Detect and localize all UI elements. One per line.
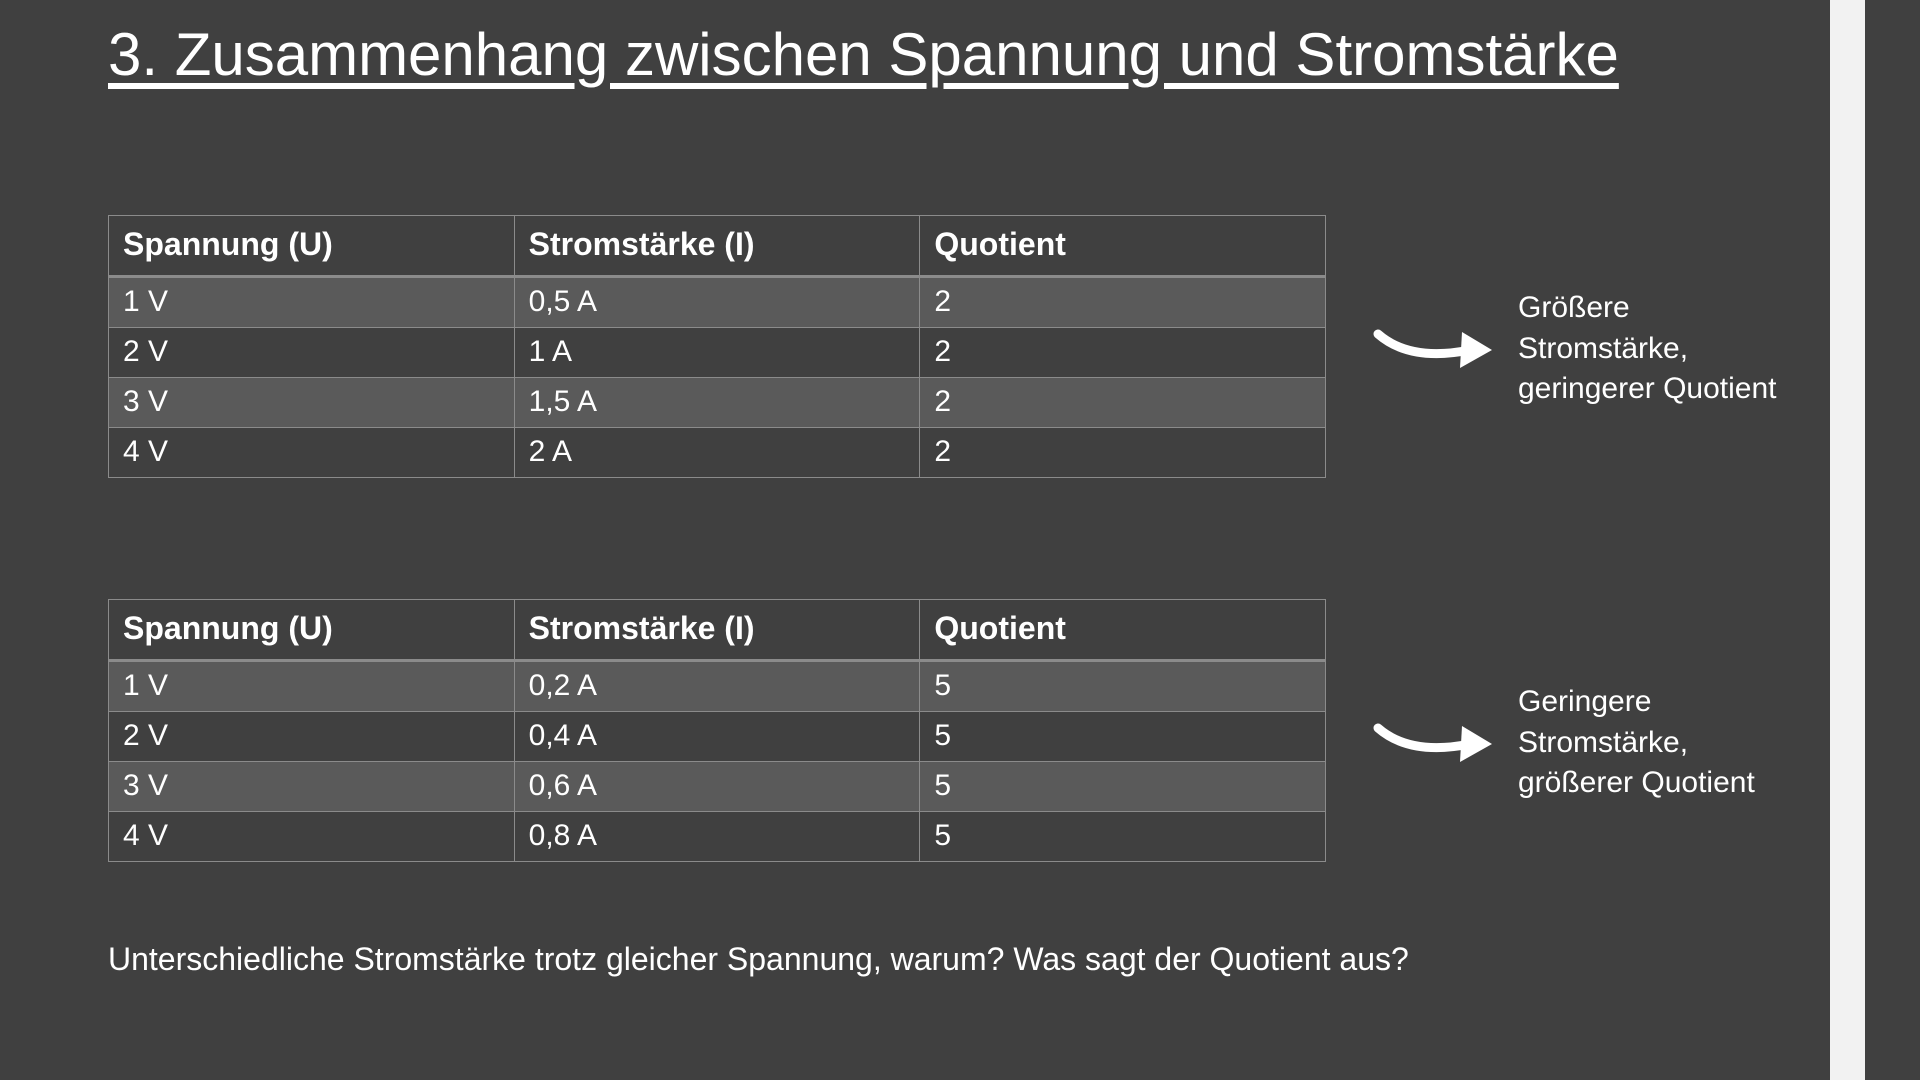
table-cell: 3 V bbox=[109, 762, 515, 812]
table-row: 4 V 2 A 2 bbox=[109, 428, 1326, 478]
table-cell: 4 V bbox=[109, 812, 515, 862]
sidebar-light bbox=[1830, 0, 1865, 1080]
table-cell: 1 V bbox=[109, 661, 515, 712]
table-cell: 2 bbox=[920, 378, 1326, 428]
table-2: Spannung (U) Stromstärke (I) Quotient 1 … bbox=[108, 599, 1326, 862]
table-1-col-2: Quotient bbox=[920, 216, 1326, 277]
table-1-wrap: Spannung (U) Stromstärke (I) Quotient 1 … bbox=[108, 215, 1326, 478]
annotation-1-text: Größere Stromstärke, geringerer Quotient bbox=[1518, 288, 1778, 410]
table-header-row: Spannung (U) Stromstärke (I) Quotient bbox=[109, 600, 1326, 661]
table-row: 3 V 0,6 A 5 bbox=[109, 762, 1326, 812]
table-cell: 1,5 A bbox=[514, 378, 920, 428]
table-2-col-0: Spannung (U) bbox=[109, 600, 515, 661]
table-cell: 5 bbox=[920, 712, 1326, 762]
table-cell: 0,6 A bbox=[514, 762, 920, 812]
table-2-col-1: Stromstärke (I) bbox=[514, 600, 920, 661]
arrow-icon bbox=[1370, 708, 1500, 778]
table-cell: 1 V bbox=[109, 277, 515, 328]
table-cell: 2 A bbox=[514, 428, 920, 478]
table-cell: 2 bbox=[920, 428, 1326, 478]
table-cell: 5 bbox=[920, 661, 1326, 712]
table-row: 1 V 0,5 A 2 bbox=[109, 277, 1326, 328]
slide-title: 3. Zusammenhang zwischen Spannung und St… bbox=[108, 20, 1619, 89]
table-cell: 3 V bbox=[109, 378, 515, 428]
table-2-col-2: Quotient bbox=[920, 600, 1326, 661]
table-cell: 2 bbox=[920, 277, 1326, 328]
table-row: 1 V 0,2 A 5 bbox=[109, 661, 1326, 712]
table-row: 4 V 0,8 A 5 bbox=[109, 812, 1326, 862]
table-cell: 0,4 A bbox=[514, 712, 920, 762]
arrow-icon bbox=[1370, 314, 1500, 384]
table-header-row: Spannung (U) Stromstärke (I) Quotient bbox=[109, 216, 1326, 277]
table-cell: 5 bbox=[920, 762, 1326, 812]
table-cell: 0,8 A bbox=[514, 812, 920, 862]
table-cell: 2 V bbox=[109, 712, 515, 762]
bottom-question: Unterschiedliche Stromstärke trotz gleic… bbox=[108, 938, 1409, 981]
table-1: Spannung (U) Stromstärke (I) Quotient 1 … bbox=[108, 215, 1326, 478]
table-cell: 2 V bbox=[109, 328, 515, 378]
annotation-2: Geringere Stromstärke, größerer Quotient bbox=[1370, 682, 1778, 804]
sidebar-dark bbox=[1865, 0, 1920, 1080]
table-cell: 1 A bbox=[514, 328, 920, 378]
table-1-col-1: Stromstärke (I) bbox=[514, 216, 920, 277]
table-cell: 5 bbox=[920, 812, 1326, 862]
table-cell: 4 V bbox=[109, 428, 515, 478]
table-2-wrap: Spannung (U) Stromstärke (I) Quotient 1 … bbox=[108, 599, 1326, 862]
annotation-1: Größere Stromstärke, geringerer Quotient bbox=[1370, 288, 1778, 410]
slide: 3. Zusammenhang zwischen Spannung und St… bbox=[0, 0, 1830, 1080]
table-cell: 2 bbox=[920, 328, 1326, 378]
table-row: 2 V 1 A 2 bbox=[109, 328, 1326, 378]
table-row: 3 V 1,5 A 2 bbox=[109, 378, 1326, 428]
table-row: 2 V 0,4 A 5 bbox=[109, 712, 1326, 762]
table-cell: 0,2 A bbox=[514, 661, 920, 712]
annotation-2-text: Geringere Stromstärke, größerer Quotient bbox=[1518, 682, 1778, 804]
table-cell: 0,5 A bbox=[514, 277, 920, 328]
table-1-col-0: Spannung (U) bbox=[109, 216, 515, 277]
